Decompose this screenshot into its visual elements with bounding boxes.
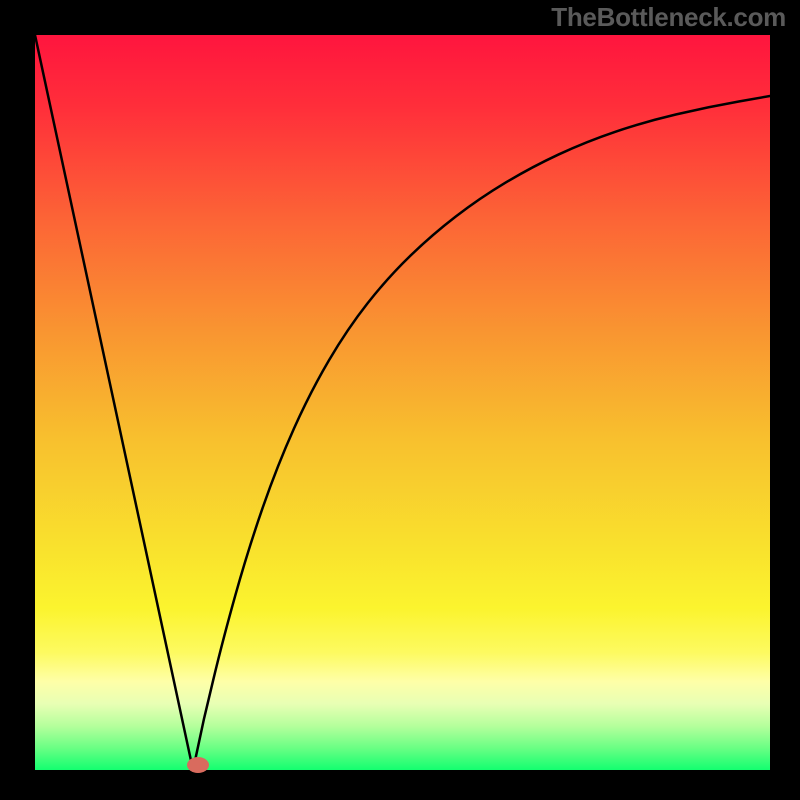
chart-container: TheBottleneck.com [0, 0, 800, 800]
gradient-background [35, 35, 770, 770]
optimal-point-marker [187, 757, 209, 773]
plot-area [35, 35, 770, 770]
watermark-text: TheBottleneck.com [551, 2, 786, 33]
plot-svg [35, 35, 770, 770]
